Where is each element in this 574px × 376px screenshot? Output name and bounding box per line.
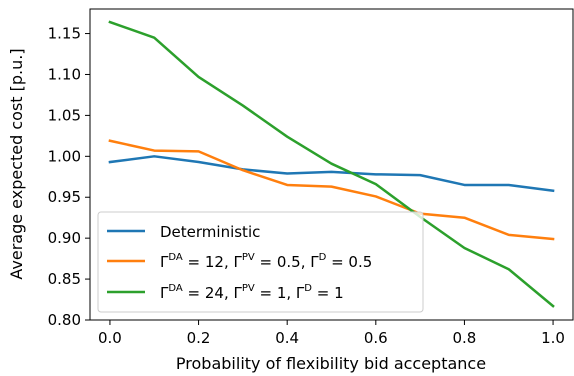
legend-label-deterministic: Deterministic bbox=[160, 223, 260, 241]
y-tick-label: 0.95 bbox=[48, 188, 81, 206]
y-axis-label: Average expected cost [p.u.] bbox=[7, 48, 26, 279]
series-line-0 bbox=[108, 155, 555, 193]
y-tick-label: 0.80 bbox=[48, 311, 81, 329]
x-tick-label: 0.2 bbox=[187, 329, 211, 347]
series-group bbox=[108, 20, 555, 308]
x-tick-label: 0.4 bbox=[275, 329, 299, 347]
y-tick-label: 1.15 bbox=[48, 25, 81, 43]
y-tick-label: 1.05 bbox=[48, 106, 81, 124]
series-line-1 bbox=[108, 139, 555, 241]
legend-label-gamma-12: ΓDA = 12, ΓPV = 0.5, ΓD = 0.5 bbox=[160, 252, 372, 271]
series-line-2 bbox=[108, 20, 555, 308]
y-tick-label: 0.90 bbox=[48, 229, 81, 247]
legend-box bbox=[97, 211, 424, 313]
legend-label-gamma-24: ΓDA = 24, ΓPV = 1, ΓD = 1 bbox=[160, 283, 344, 302]
x-axis: 0.0 0.2 0.4 0.6 0.8 1.0 bbox=[98, 320, 565, 347]
y-axis: 0.80 0.85 0.90 0.95 1.00 1.05 1.10 1.15 bbox=[48, 25, 90, 329]
x-tick-label: 0.6 bbox=[364, 329, 388, 347]
x-axis-label: Probability of flexibility bid acceptanc… bbox=[176, 354, 486, 373]
y-tick-label: 1.10 bbox=[48, 65, 81, 83]
plot-frame bbox=[89, 8, 574, 321]
x-tick-label: 0.0 bbox=[98, 329, 122, 347]
x-tick-label: 0.8 bbox=[453, 329, 477, 347]
y-tick-label: 0.85 bbox=[48, 270, 81, 288]
legend: Deterministic ΓDA = 12, ΓPV = 0.5, ΓD = … bbox=[97, 211, 424, 313]
y-tick-label: 1.00 bbox=[48, 147, 81, 165]
x-tick-label: 1.0 bbox=[541, 329, 565, 347]
